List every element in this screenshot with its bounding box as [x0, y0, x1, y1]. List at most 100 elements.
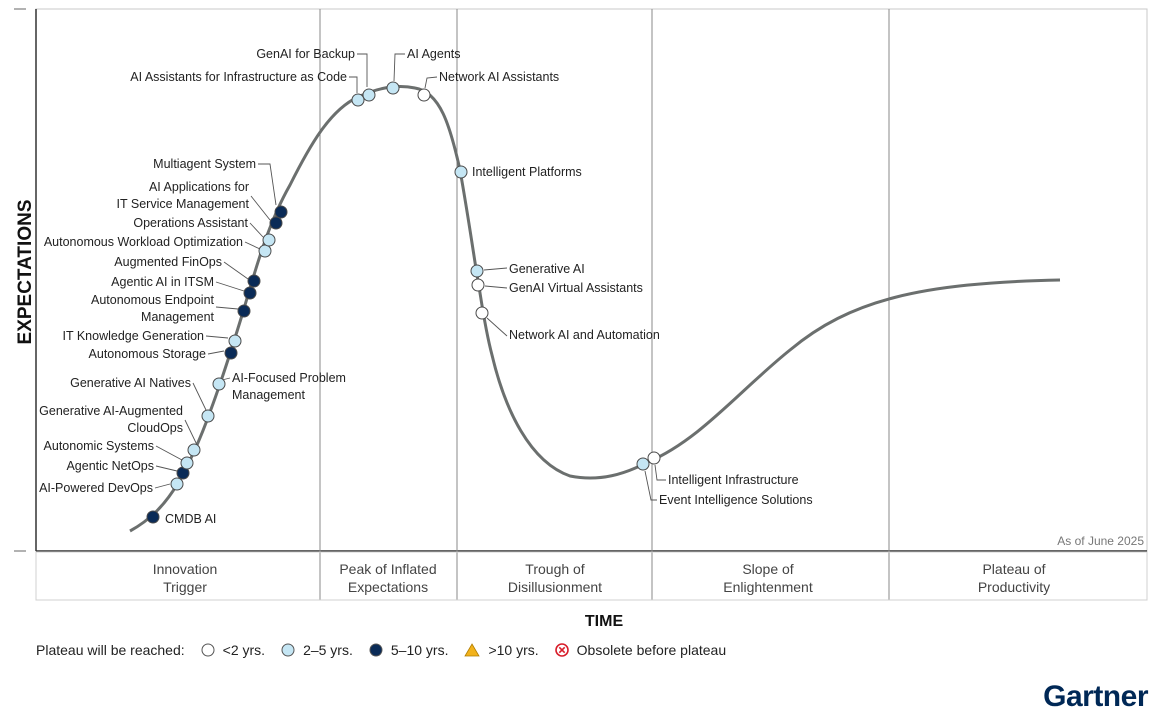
technology-label: AI Assistants for Infrastructure as Code: [130, 70, 347, 84]
leader-line: [349, 76, 358, 93]
technology-label: Multiagent System: [153, 157, 256, 171]
technology-marker: [212, 377, 226, 391]
phase-band: [35, 551, 1148, 601]
leader-line: [357, 53, 368, 87]
technology-label: GenAI for Backup: [256, 47, 355, 61]
leader-line: [192, 382, 207, 411]
hype-cycle-chart: Innovation Trigger Peak of Inflated Expecta…: [14, 8, 1148, 630]
technology-marker: [170, 477, 184, 491]
legend-item-gt10: >10 yrs.: [464, 642, 539, 658]
technology-marker: [237, 304, 251, 318]
leader-line: [486, 317, 508, 337]
technology-marker: [274, 205, 288, 219]
legend-triangle-icon: [464, 643, 481, 657]
technology-label: Event Intelligence Solutions: [659, 493, 813, 507]
technology-marker: [351, 93, 365, 107]
technology-marker: [146, 510, 160, 524]
technology-marker: [247, 274, 261, 288]
leader-line: [484, 285, 508, 289]
technology-marker: [647, 451, 661, 465]
hype-curve: [129, 85, 1061, 533]
technology-label: IT Knowledge Generation: [62, 329, 204, 343]
technology-markers: [146, 81, 661, 524]
legend-circle-white-icon: [201, 643, 215, 657]
technology-marker: [454, 165, 468, 179]
legend-item-obsolete: Obsolete before plateau: [554, 642, 727, 658]
as-of-date: As of June 2025: [1057, 534, 1144, 548]
leader-line: [483, 267, 508, 271]
technology-marker: [243, 286, 257, 300]
technology-label: Operations Assistant: [133, 216, 248, 230]
leader-line: [654, 464, 666, 481]
technology-label: AI Agents: [407, 47, 461, 61]
technology-label: Autonomous Storage: [89, 347, 206, 361]
technology-marker: [470, 264, 484, 278]
technology-label: Network AI and Automation: [509, 328, 660, 342]
technology-label: AI-Powered DevOps: [39, 481, 153, 495]
technology-label: Autonomic Systems: [44, 439, 154, 453]
legend-item-5to10: 5–10 yrs.: [369, 642, 448, 658]
leader-line: [250, 195, 271, 221]
phase-label-plateau: Plateau of Productivity: [978, 561, 1050, 595]
phase-labels: Innovation Trigger Peak of Inflated Expecta…: [153, 561, 1050, 595]
phase-label-slope: Slope of Enlightenment: [723, 561, 813, 595]
leader-line: [244, 241, 261, 250]
legend-item-2to5: 2–5 yrs.: [281, 642, 353, 658]
technology-label: Generative AI: [509, 262, 585, 276]
technology-labels: CMDB AI AI-Powered DevOps Agentic NetOps Au…: [39, 47, 813, 526]
technology-marker: [180, 456, 194, 470]
leader-line: [249, 222, 264, 238]
legend-label-obsolete: Obsolete before plateau: [576, 642, 727, 658]
technology-label: AI-Focused Problem Management: [232, 371, 346, 402]
gartner-logo: Gartner: [1043, 680, 1148, 713]
leader-line: [223, 261, 249, 280]
leader-line: [258, 163, 277, 206]
leader-line: [393, 53, 405, 82]
legend-label-gt10: >10 yrs.: [488, 642, 539, 658]
legend-circle-light-blue-icon: [281, 643, 295, 657]
technology-marker: [475, 306, 489, 320]
legend-label-2to5: 2–5 yrs.: [303, 642, 353, 658]
leader-line: [207, 350, 225, 355]
phase-label-trough: Trough of Disillusionment: [508, 561, 602, 595]
leader-line: [155, 445, 183, 461]
technology-label: CMDB AI: [165, 512, 216, 526]
technology-marker: [386, 81, 400, 95]
technology-marker: [258, 244, 272, 258]
leader-line: [215, 306, 239, 310]
phase-separators: [319, 9, 890, 600]
phase-label-peak: Peak of Inflated Expectations: [339, 561, 436, 595]
x-axis-title: TIME: [585, 613, 624, 630]
technology-label: Augmented FinOps: [114, 255, 222, 269]
legend-prefix: Plateau will be reached:: [36, 642, 185, 658]
technology-label: Network AI Assistants: [439, 70, 559, 84]
leader-line: [155, 465, 178, 472]
legend-label-lt2: <2 yrs.: [222, 642, 266, 658]
technology-label: Generative AI Natives: [70, 376, 191, 390]
leader-line: [424, 76, 438, 89]
legend-circle-navy-icon: [369, 643, 383, 657]
technology-marker: [636, 457, 650, 471]
legend-item-lt2: <2 yrs.: [201, 642, 265, 658]
technology-marker: [269, 216, 283, 230]
technology-label: Agentic NetOps: [66, 459, 154, 473]
technology-marker: [224, 346, 238, 360]
technology-label: Autonomous Workload Optimization: [44, 235, 243, 249]
technology-marker: [228, 334, 242, 348]
technology-label: GenAI Virtual Assistants: [509, 281, 643, 295]
leader-line: [184, 419, 199, 448]
technology-marker: [471, 278, 485, 292]
leader-line: [215, 281, 245, 292]
technology-label: Intelligent Platforms: [472, 165, 582, 179]
leader-line: [205, 335, 229, 339]
technology-label: Generative AI-Augmented CloudOps: [39, 404, 183, 435]
phase-label-innovation: Innovation Trigger: [153, 561, 218, 595]
technology-marker: [201, 409, 215, 423]
y-axis-title: EXPECTATIONS: [15, 200, 36, 345]
technology-label: Agentic AI in ITSM: [111, 275, 214, 289]
technology-marker: [362, 88, 376, 102]
technology-label: Intelligent Infrastructure: [668, 473, 799, 487]
leader-line: [644, 470, 657, 501]
technology-marker: [417, 88, 431, 102]
technology-label: Autonomous Endpoint Management: [91, 293, 215, 324]
